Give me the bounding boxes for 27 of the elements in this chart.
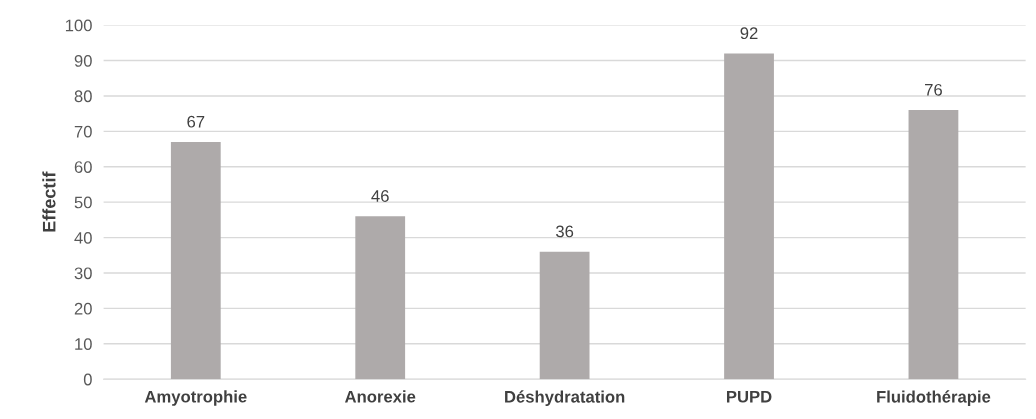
data-label: 36: [555, 225, 574, 238]
y-tick-label: 80: [74, 90, 92, 103]
y-tick-label: 60: [74, 161, 92, 173]
bar: [539, 251, 590, 380]
y-axis-title: Effectif: [42, 171, 56, 232]
y-tick-label: 40: [74, 231, 92, 244]
y-tick-label: 0: [83, 373, 92, 386]
bar: [908, 110, 959, 380]
x-tick-label: Anorexie: [344, 390, 416, 403]
bar: [724, 53, 774, 380]
y-tick-label: 100: [65, 19, 92, 32]
y-tick-label: 20: [74, 302, 92, 315]
y-tick-label: 70: [74, 125, 92, 138]
x-tick-label: Déshydratation: [505, 390, 625, 406]
bar: [170, 141, 221, 380]
x-tick-label: Fluidothérapie: [877, 390, 991, 406]
x-tick-label: PUPD: [726, 390, 772, 403]
x-tick-label: Amyotrophie: [144, 390, 247, 406]
bar: [355, 216, 406, 380]
data-label: 46: [371, 190, 389, 202]
y-tick-label: 30: [74, 267, 92, 280]
data-label: 67: [187, 115, 205, 128]
y-tick-label: 10: [75, 338, 92, 350]
y-tick-label: 50: [74, 196, 92, 209]
y-tick-label: 90: [74, 54, 92, 67]
data-label: 76: [925, 83, 942, 96]
data-label: 92: [740, 27, 758, 40]
